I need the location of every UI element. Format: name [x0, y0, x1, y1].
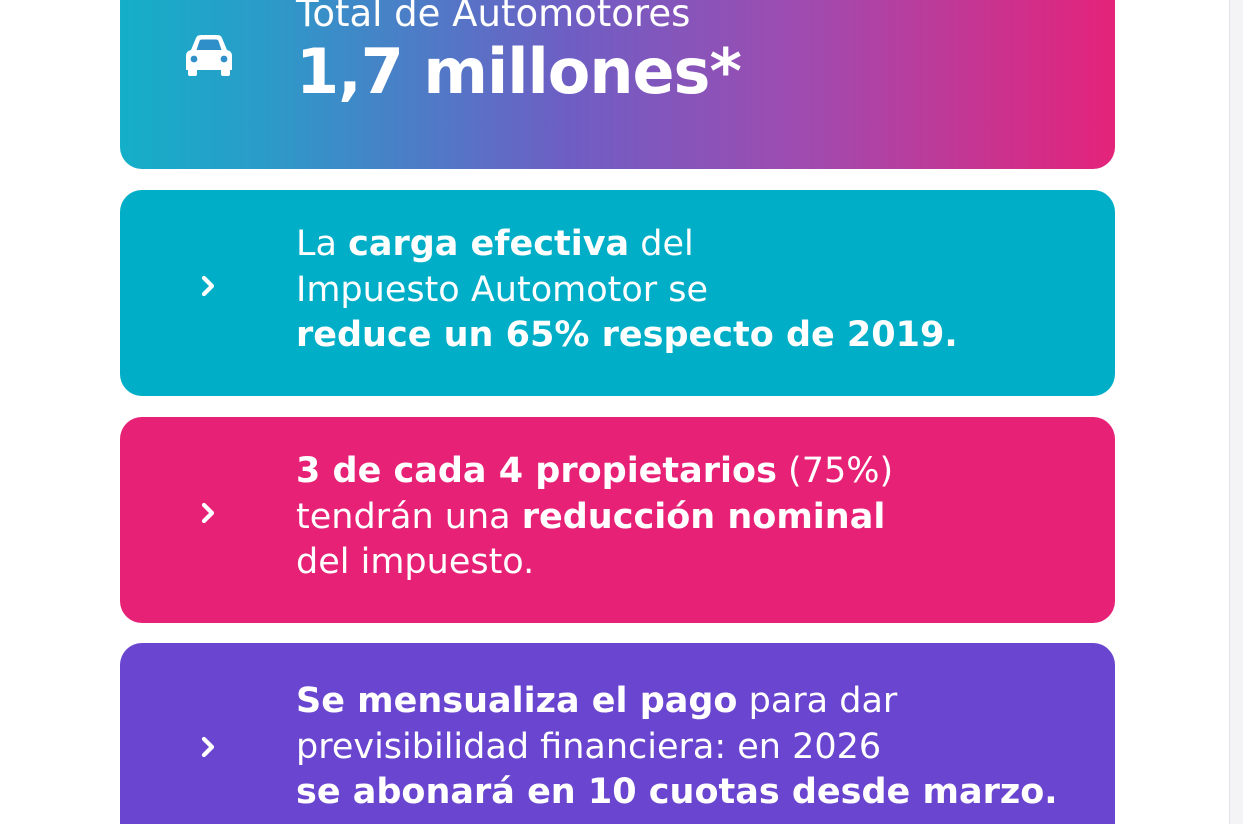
- text-line: Se mensualiza el pago para dar: [296, 681, 898, 721]
- total-automotores-text: Total de Automotores 1,7 millones*: [296, 0, 1095, 108]
- text-line: reduce un 65% respecto de 2019.: [296, 315, 958, 355]
- total-automotores-label: Total de Automotores: [296, 0, 691, 35]
- chevron-right-icon: [184, 493, 234, 533]
- scrollbar-track[interactable]: [1229, 0, 1243, 824]
- total-automotores-card: Total de Automotores 1,7 millones*: [120, 0, 1115, 169]
- total-automotores-value: 1,7 millones*: [296, 35, 742, 108]
- chevron-right-icon: [184, 727, 234, 767]
- text-line: 3 de cada 4 propietarios (75%): [296, 451, 894, 491]
- propietarios-text: 3 de cada 4 propietarios (75%) tendrán u…: [296, 449, 1095, 586]
- text-line: se abonará en 10 cuotas desde marzo.: [296, 772, 1058, 812]
- text-line: previsibilidad financiera: en 2026: [296, 726, 882, 767]
- text-line: La carga efectiva del: [296, 224, 694, 264]
- car-icon: [184, 30, 234, 80]
- propietarios-card: 3 de cada 4 propietarios (75%) tendrán u…: [120, 417, 1115, 623]
- text-line: Impuesto Automotor se: [296, 269, 709, 310]
- text-line: tendrán una reducción nominal: [296, 496, 886, 537]
- carga-efectiva-card: La carga efectiva del Impuesto Automotor…: [120, 190, 1115, 396]
- chevron-right-icon: [184, 266, 234, 306]
- mensualiza-pago-card: Se mensualiza el pago para dar previsibi…: [120, 643, 1115, 824]
- mensualiza-pago-text: Se mensualiza el pago para dar previsibi…: [296, 679, 1095, 816]
- carga-efectiva-text: La carga efectiva del Impuesto Automotor…: [296, 222, 1095, 359]
- text-line: del impuesto.: [296, 542, 535, 582]
